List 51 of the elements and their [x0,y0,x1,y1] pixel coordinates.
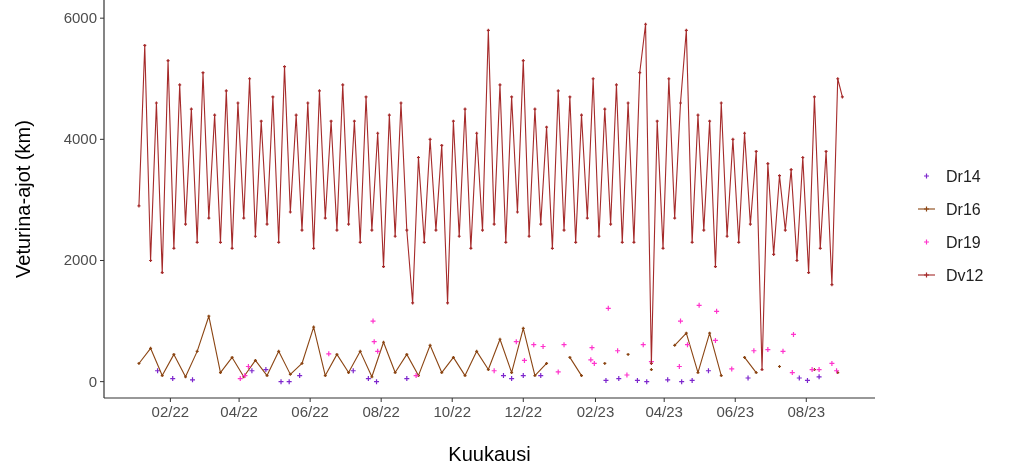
point [744,374,752,382]
x-tick-label: 04/23 [645,403,683,420]
point [677,317,684,325]
point [816,366,823,373]
point [602,377,610,384]
point [462,373,468,378]
y-tick-label: 0 [88,372,97,390]
legend-label: Dr14 [946,168,981,185]
x-axis-title: Kuukausi [448,443,531,465]
x-tick-label: 08/23 [787,403,826,420]
point [369,374,374,379]
point [828,360,836,367]
point [277,378,285,385]
point [560,341,568,348]
point [796,374,803,382]
point [567,355,572,360]
y-axis-title: Veturina-ajot (km) [12,120,34,278]
x-tick-label: 02/22 [151,403,190,420]
point [555,368,562,376]
x-tick-label: 02/23 [576,403,615,420]
point [623,371,631,379]
x-tick-label: 12/22 [504,403,543,420]
x-tick-label: 06/22 [291,403,329,420]
point [539,343,547,350]
point [728,365,735,373]
point [264,373,270,378]
point [764,346,771,353]
point [750,347,757,354]
x-tick-label: 06/23 [716,403,755,420]
legend-label: Dv12 [946,267,984,284]
point [816,373,823,380]
y-tick-label: 2000 [63,251,97,269]
point [696,302,703,309]
point [588,344,596,351]
x-tick-label: 04/22 [220,403,258,420]
point [262,366,269,373]
point [311,325,316,330]
point [299,361,305,366]
legend-label: Dr19 [946,234,981,251]
point [625,352,631,357]
point [689,377,696,384]
point [779,348,787,355]
point [532,373,538,378]
point [248,367,256,374]
point [369,317,377,325]
x-tick-label: 10/22 [433,403,471,420]
legend-label: Dr16 [946,201,981,218]
y-tick-label: 4000 [63,130,97,148]
y-tick-label: 6000 [63,9,97,27]
point [695,370,701,375]
x-tick-label: 08/22 [362,403,400,420]
